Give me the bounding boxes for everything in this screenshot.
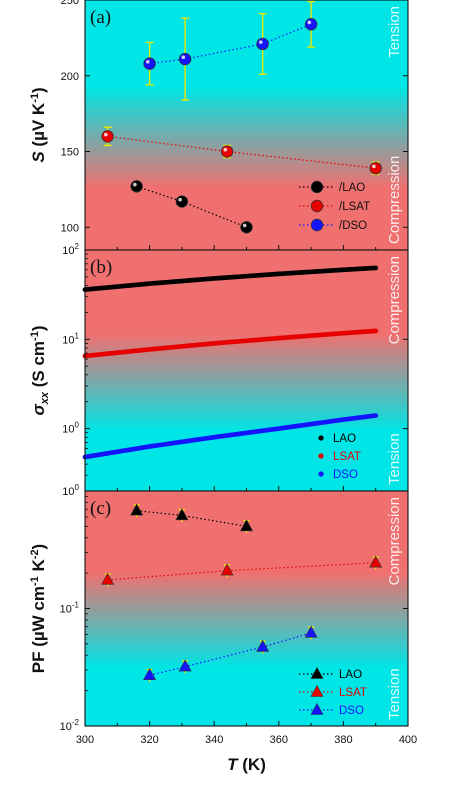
panel-b-series-lao-point bbox=[373, 265, 379, 271]
panel-b-ytick-label: 101 bbox=[62, 331, 79, 346]
panel-c-legend-lao-label: LAO bbox=[339, 669, 362, 681]
panel-a-letter: (a) bbox=[90, 7, 111, 28]
panel-c-series-dso-line bbox=[149, 632, 312, 676]
panel-a-series-lao-point-highlight bbox=[242, 223, 247, 228]
panel-b: Compression Tension 100 101 102 LAO LSAT DSO (b)… bbox=[29, 242, 409, 492]
panel-a: Tension Compression 100 150 200 250/LAO/LSAT /… bbox=[29, 0, 409, 251]
panel-b-ylabel: σxx (S cm-1) bbox=[29, 325, 51, 415]
panel-a-ytick-label: 200 bbox=[61, 71, 79, 83]
panel-b-legend-dso-label: DSO bbox=[333, 469, 358, 481]
panel-a-series-dso-point-highlight bbox=[146, 60, 150, 64]
panel-a-series-lsat-point-highlight bbox=[104, 132, 108, 137]
panel-a-legend-dso-marker bbox=[310, 218, 324, 232]
panel-a-series-lsat-point bbox=[220, 145, 234, 158]
panel-b-legend-lsat-label: LSAT bbox=[333, 451, 361, 463]
panel-a-series-dso-point-highlight bbox=[259, 40, 263, 44]
panel-c-legend-lsat-marker bbox=[310, 684, 324, 697]
panel-b-region-label-bottom: Tension bbox=[386, 433, 403, 485]
panel-c-ytick-label: 10-2 bbox=[60, 718, 80, 733]
panel-b-series-lsat-point bbox=[373, 328, 379, 334]
panel-a-region-label-top: Tension bbox=[386, 6, 403, 58]
panel-c-xtick-label: 400 bbox=[399, 734, 417, 746]
panel-a-series-dso-point bbox=[256, 37, 269, 51]
panel-a-series-lsat-point bbox=[101, 130, 114, 143]
panel-c-series-lao-point bbox=[130, 503, 144, 516]
panel-a-ytick-label: 250 bbox=[61, 0, 79, 7]
panel-c-series-lsat-point bbox=[369, 555, 383, 568]
panel-a-background bbox=[85, 0, 408, 250]
panel-a-series-lao-point-highlight bbox=[178, 197, 182, 202]
panel-c-series-lsat-point bbox=[101, 572, 115, 585]
panel-c-region-label-bottom: Tension bbox=[386, 668, 403, 720]
panel-a-series-dso-point-highlight bbox=[307, 20, 312, 25]
panel-b-series-dso-point bbox=[373, 413, 379, 418]
panel-c-series-dso-point bbox=[304, 625, 318, 638]
panel-b-legend-lao-label: LAO bbox=[333, 433, 356, 445]
panel-c-legend-lao-marker bbox=[310, 666, 324, 679]
panel-b-region-label-top: Compression bbox=[386, 256, 403, 344]
panel-a-region-label-bottom: Compression bbox=[386, 156, 403, 244]
panel-c-ytick-label: 100 bbox=[62, 483, 79, 498]
panel-a-legend-lao-label: /LAO bbox=[339, 182, 365, 194]
panel-a-series-lao-point bbox=[175, 195, 189, 208]
panel-c-frame bbox=[84, 490, 409, 727]
panel-c-xtick-label: 320 bbox=[140, 734, 158, 746]
panel-b-background bbox=[85, 250, 408, 491]
panel-b-letter: (b) bbox=[90, 257, 112, 278]
panel-a-ytick-label: 100 bbox=[61, 222, 79, 234]
panel-a-legend-lsat-label: /LSAT bbox=[339, 201, 370, 213]
panel-a-ylabel: S (µV K-1) bbox=[29, 87, 48, 162]
panel-b-ytick-label: 102 bbox=[62, 242, 79, 257]
panel-a-series-dso-point bbox=[178, 52, 192, 66]
panel-c-series-lsat-point bbox=[220, 563, 234, 576]
panel-c-legend-dso-marker bbox=[310, 702, 324, 715]
panel-a-legend-lsat-marker bbox=[310, 199, 324, 213]
panel-a-series-lsat-point bbox=[369, 161, 382, 175]
panel-a-series-dso-point-highlight bbox=[181, 55, 186, 60]
panel-a-series-dso-point bbox=[304, 18, 318, 31]
panel-c-legend-dso-label: DSO bbox=[339, 705, 364, 717]
panel-c-xtick-label: 380 bbox=[334, 734, 352, 746]
panel-b-legend-dso-marker bbox=[318, 471, 324, 477]
panel-a-series-lao-point bbox=[240, 221, 253, 234]
panel-c-ylabel: PF (µW cm-1 K-2) bbox=[29, 544, 48, 673]
panel-c-series-dso-point bbox=[256, 639, 270, 652]
panel-c-xtick-label: 360 bbox=[270, 734, 288, 746]
panel-c-series-lao-point bbox=[239, 519, 254, 532]
panel-c: Compression Tension 10-2 10-1 100 300 320 340 36… bbox=[29, 483, 417, 774]
panel-c-letter: (c) bbox=[90, 498, 111, 519]
panel-c-xtick-label: 300 bbox=[76, 734, 94, 746]
panel-a-series-dso-point bbox=[143, 57, 156, 70]
panel-b-legend-lsat-marker bbox=[318, 453, 324, 459]
panel-a-series-lsat-point-highlight bbox=[223, 147, 228, 152]
panel-a-series-dso-line bbox=[149, 23, 312, 65]
panel-a-series-lao-point-highlight bbox=[133, 182, 137, 187]
xlabel: T (K) bbox=[227, 755, 266, 774]
panel-c-series-dso-point bbox=[143, 668, 157, 681]
panel-a-legend-dso-label: /DSO bbox=[339, 220, 367, 232]
panel-a-ytick-label: 150 bbox=[61, 147, 79, 159]
panel-a-series-lsat-point-highlight bbox=[372, 164, 376, 169]
panel-c-legend-lsat-label: LSAT bbox=[339, 687, 367, 699]
panel-c-region-label-top: Compression bbox=[386, 497, 403, 585]
panel-b-ytick-label: 100 bbox=[62, 421, 79, 436]
panel-a-series-lao-point bbox=[130, 180, 143, 193]
panel-c-series-lao-point bbox=[175, 508, 189, 521]
panel-c-series-dso-point bbox=[178, 659, 192, 672]
panel-a-legend-lao-marker bbox=[310, 180, 324, 194]
panel-c-xtick-label: 340 bbox=[205, 734, 223, 746]
panel-c-ytick-label: 10-1 bbox=[60, 601, 80, 616]
panel-b-legend-lao-marker bbox=[318, 435, 324, 441]
